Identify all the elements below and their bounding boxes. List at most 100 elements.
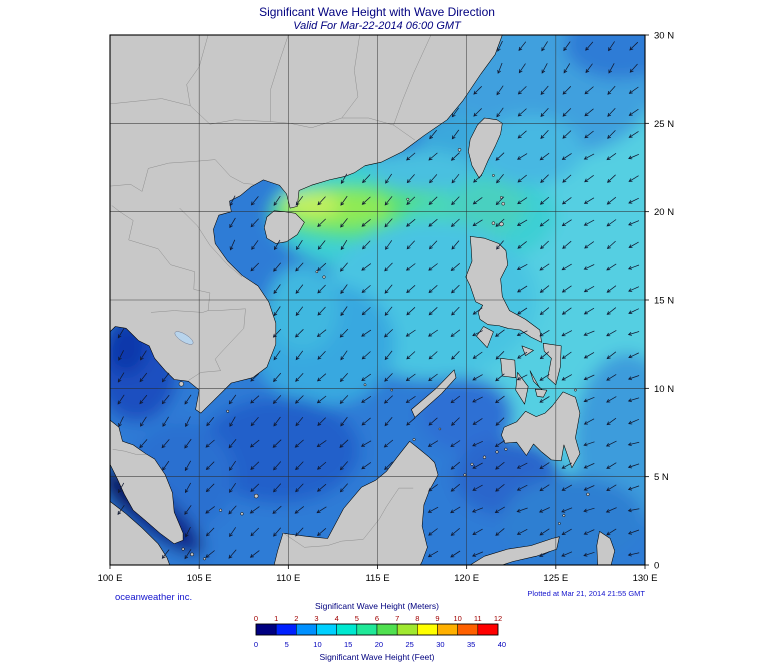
small-island — [412, 438, 416, 442]
colorbar-feet-tick: 35 — [467, 640, 475, 649]
colorbar-meters-tick: 5 — [355, 614, 359, 623]
small-island — [574, 388, 577, 392]
credit-oceanweather: oceanweather inc. — [115, 592, 192, 603]
small-island — [181, 547, 185, 551]
landmass — [110, 35, 503, 414]
colorbar: 0 1 2 3 4 5 6 7 8 9 10 11 120 5 10 15 20 25 30 35 40 — [254, 614, 506, 649]
landmass — [596, 531, 615, 565]
colorbar-feet-tick: 25 — [405, 640, 413, 649]
small-island — [322, 275, 326, 279]
colorbar-segment — [417, 623, 438, 636]
landmass — [535, 388, 548, 398]
x-axis-labels: 100 E 105 E 110 E 115 E 120 E 125 E 130 E — [98, 573, 658, 584]
colorbar-meters-tick: 10 — [453, 614, 461, 623]
landmass — [110, 501, 170, 565]
small-island — [240, 512, 244, 516]
small-island — [219, 508, 223, 512]
small-island — [226, 409, 230, 413]
colorbar-segment — [356, 623, 378, 636]
map-plot — [109, 34, 646, 566]
country-border — [179, 207, 243, 278]
colorbar-feet-tick: 5 — [285, 640, 289, 649]
wave-direction-arrows — [117, 40, 640, 560]
small-island — [495, 450, 499, 454]
colorbar-feet-tick: 20 — [375, 640, 383, 649]
landmass — [110, 419, 184, 545]
country-border — [341, 35, 360, 119]
colorbar-meters-tick: 0 — [254, 614, 258, 623]
small-island — [482, 455, 487, 459]
y-tick-label: 10 N — [654, 384, 674, 395]
colorbar-feet-tick: 10 — [313, 640, 321, 649]
colorbar-segment — [316, 623, 337, 636]
colorbar-segment — [275, 623, 297, 636]
country-border — [148, 159, 254, 185]
colorbar-meters-tick: 7 — [395, 614, 399, 623]
small-island — [457, 148, 462, 152]
colorbar-segment — [437, 623, 458, 636]
small-island — [499, 221, 504, 227]
lake — [174, 331, 194, 345]
small-island — [470, 462, 474, 466]
colorbar-feet-tick: 15 — [344, 640, 352, 649]
graticule — [110, 35, 645, 565]
landmass — [543, 343, 562, 386]
colorbar-meters-tick: 3 — [314, 614, 318, 623]
small-island — [491, 221, 496, 225]
legend-meters-title: Significant Wave Height (Meters) — [315, 601, 439, 611]
country-border — [112, 449, 147, 455]
colorbar-segment — [255, 623, 277, 636]
colorbar-meters-tick: 11 — [474, 614, 482, 623]
x-tick-label: 100 E — [98, 573, 123, 584]
x-tick-label: 120 E — [454, 573, 479, 584]
axis-tick-marks — [109, 34, 649, 569]
landmass — [501, 391, 581, 469]
colorbar-feet-tick: 40 — [498, 640, 506, 649]
colorbar-segment — [376, 623, 398, 636]
colorbar-segment — [396, 623, 418, 636]
colorbar-feet-tick: 0 — [254, 640, 258, 649]
small-island — [178, 381, 184, 387]
colorbar-meters-tick: 4 — [335, 614, 339, 623]
colorbar-meters-tick: 1 — [274, 614, 278, 623]
landmass — [500, 358, 516, 378]
colorbar-meters-tick: 9 — [435, 614, 439, 623]
small-island — [190, 552, 194, 557]
small-island — [586, 492, 590, 496]
small-island — [463, 473, 467, 477]
landmass — [521, 345, 534, 356]
small-island — [558, 522, 561, 525]
credit-plotted-at: Plotted at Mar 21, 2014 21:55 GMT — [527, 589, 645, 598]
small-island — [253, 493, 259, 499]
x-tick-label: 110 E — [276, 573, 300, 584]
y-tick-label: 5 N — [654, 472, 669, 483]
colorbar-meters-tick: 6 — [375, 614, 379, 623]
small-island — [438, 427, 442, 431]
figure-title: Significant Wave Height with Wave Direct… — [259, 5, 495, 19]
small-island — [406, 197, 410, 201]
small-island — [501, 201, 505, 206]
country-border — [111, 205, 211, 311]
small-island — [504, 447, 508, 451]
y-tick-label: 30 N — [654, 31, 674, 42]
country-border — [186, 35, 209, 106]
x-tick-label: 115 E — [365, 573, 389, 584]
x-tick-label: 130 E — [633, 573, 658, 584]
small-island — [562, 514, 566, 517]
colorbar-segment — [336, 623, 358, 636]
landmass — [465, 236, 542, 343]
small-island — [203, 557, 206, 561]
colorbar-segment — [457, 623, 479, 636]
small-island — [390, 388, 394, 392]
country-border — [110, 168, 149, 192]
land-layer — [110, 35, 615, 565]
y-tick-label: 20 N — [654, 207, 674, 218]
country-border — [110, 98, 416, 141]
country-border — [270, 35, 289, 122]
y-tick-label: 15 N — [654, 296, 674, 307]
colorbar-meters-tick: 8 — [415, 614, 419, 623]
colorbar-feet-tick: 30 — [436, 640, 444, 649]
y-axis-labels: 30 N 25 N 20 N 15 N 10 N 5 N 0 — [654, 31, 674, 572]
